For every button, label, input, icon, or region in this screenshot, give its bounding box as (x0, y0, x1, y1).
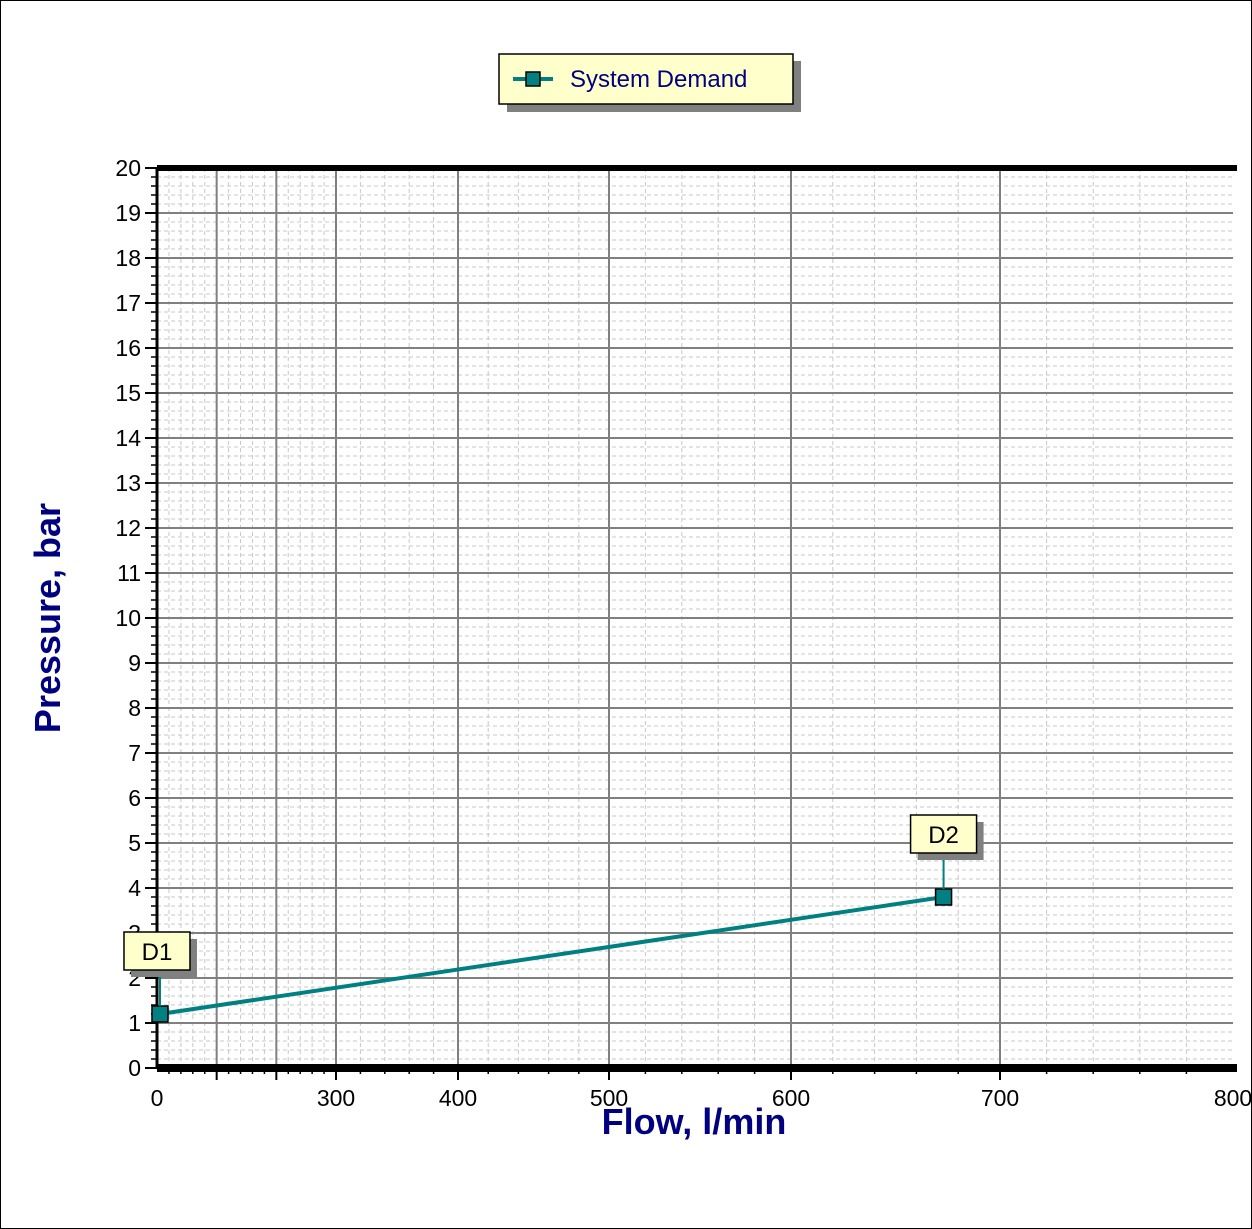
y-axis-title: Pressure, bar (27, 503, 68, 733)
y-tick-label: 18 (115, 245, 141, 271)
x-tick-label: 600 (772, 1085, 810, 1111)
callout-label: D1 (142, 939, 173, 966)
y-tick-label: 17 (115, 290, 141, 316)
x-tick-label: 500 (590, 1085, 628, 1111)
y-tick-label: 0 (128, 1055, 141, 1081)
y-tick-label: 7 (128, 740, 141, 766)
y-tick-label: 8 (128, 695, 141, 721)
series-line-system-demand (159, 895, 944, 1016)
y-tick-label: 14 (115, 425, 141, 451)
data-point-marker (151, 1005, 169, 1023)
legend: System Demand (498, 53, 801, 112)
data-point-marker (934, 888, 953, 906)
x-tick-labels: 0 300 400 500 600 700 800 (151, 1085, 1252, 1111)
callout-box (909, 814, 978, 854)
y-tick-label: 1 (128, 1010, 141, 1036)
callout-label: D2 (928, 822, 959, 849)
x-tick-label: 400 (439, 1085, 477, 1111)
y-tick-label: 13 (115, 470, 141, 496)
y-tick-label: 20 (115, 155, 141, 181)
y-tick-label: 6 (128, 785, 141, 811)
y-tick-label: 15 (115, 380, 141, 406)
y-tick-label: 9 (128, 650, 141, 676)
x-tick-label: 0 (151, 1085, 164, 1111)
x-axis-title: Flow, l/min (602, 1101, 787, 1142)
y-tick-label: 10 (115, 605, 141, 631)
callout-layer: D1 D2 (123, 814, 984, 1006)
legend-series-label: System Demand (570, 66, 747, 93)
callout-box (123, 931, 191, 971)
x-tick-label: 800 (1214, 1085, 1252, 1111)
legend-series-marker (525, 71, 541, 87)
y-tick-label: 4 (128, 875, 141, 901)
x-tick-label: 700 (981, 1085, 1019, 1111)
x-tick-label: 300 (317, 1085, 355, 1111)
y-tick-label: 5 (128, 830, 141, 856)
y-tick-labels: 01234567891011121314151617181920 (115, 155, 141, 1081)
y-tick-label: 19 (115, 200, 141, 226)
major-grid (157, 168, 1233, 1068)
y-tick-label: 11 (117, 560, 141, 586)
y-tick-label: 16 (115, 335, 141, 361)
series-layer (151, 888, 953, 1023)
y-tick-label: 12 (115, 515, 141, 541)
